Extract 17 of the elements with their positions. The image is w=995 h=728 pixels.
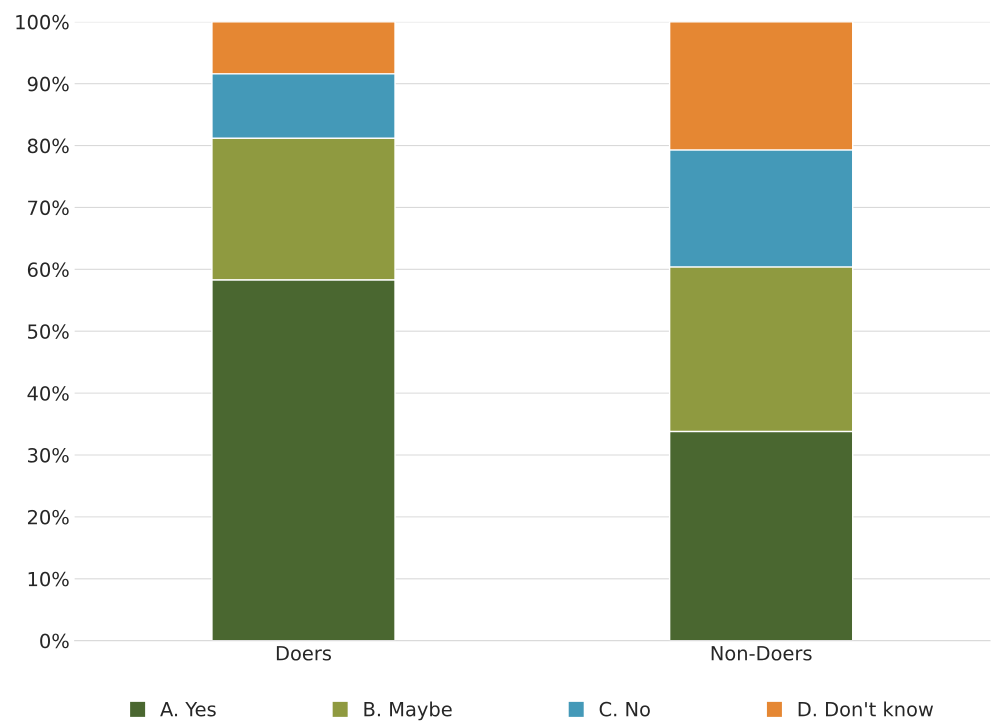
y-tick-label: 80% [28,138,69,154]
y-tick-label: 70% [28,200,69,216]
legend-label: A. Yes [160,702,216,717]
y-tick-label: 0% [40,634,69,648]
y-tick-label: 20% [28,510,69,525]
x-tick-label: Doers [276,646,332,661]
legend-label: C. No [600,702,650,717]
legend-label: B. Maybe [364,701,452,720]
y-tick-label: 90% [28,76,69,92]
y-tick-label: 40% [27,386,69,401]
x-tick-label: Non-Doers [712,646,812,661]
legend-label: D. Don't know [798,701,934,717]
y-tick-label: 30% [28,448,69,463]
y-tick-label: 60% [28,262,69,278]
y-tick-label: 100% [16,14,69,30]
y-tick-label: 10% [28,572,69,586]
y-tick-label: 50% [28,324,69,339]
